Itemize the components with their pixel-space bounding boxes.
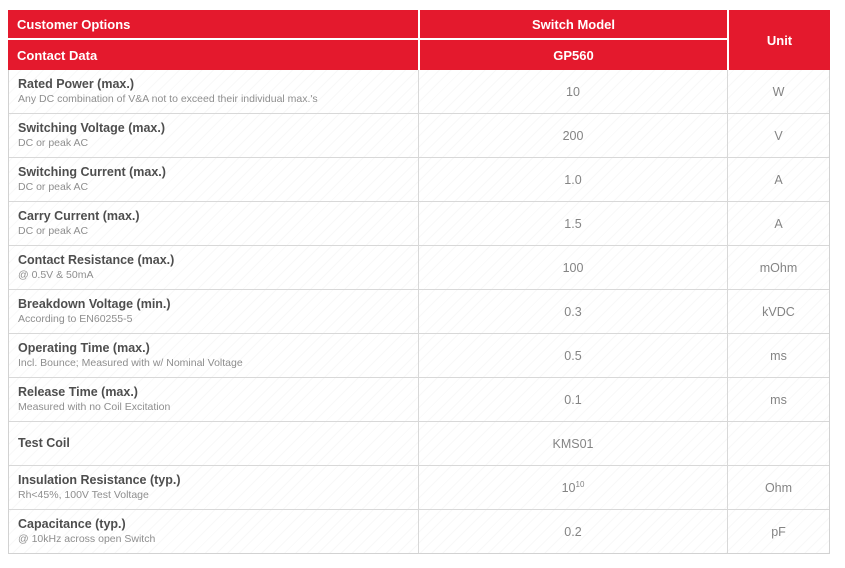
row-sublabel: According to EN60255-5 xyxy=(18,313,133,326)
row-label: Rated Power (max.) xyxy=(18,76,135,91)
row-label: Switching Voltage (max.) xyxy=(18,120,166,135)
value-base: 10 xyxy=(561,481,576,496)
row-sublabel: Measured with no Coil Excitation xyxy=(18,401,171,414)
table-row: Operating Time (max.) Incl. Bounce; Meas… xyxy=(9,333,829,377)
header-customer-options: Customer Options xyxy=(8,10,418,40)
row-label-cell: Test Coil xyxy=(9,422,418,465)
row-value: 0.3 xyxy=(418,290,727,333)
row-label-cell: Capacitance (typ.) @ 10kHz across open S… xyxy=(9,510,418,553)
table-body: Rated Power (max.) Any DC combination of… xyxy=(8,70,830,554)
row-sublabel: @ 0.5V & 50mA xyxy=(18,269,94,282)
table-row: Carry Current (max.) DC or peak AC 1.5 A xyxy=(9,201,829,245)
table-row: Test Coil KMS01 xyxy=(9,421,829,465)
row-value: 0.5 xyxy=(418,334,727,377)
row-label-cell: Operating Time (max.) Incl. Bounce; Meas… xyxy=(9,334,418,377)
row-unit: ms xyxy=(727,334,829,377)
row-label: Breakdown Voltage (min.) xyxy=(18,296,171,311)
row-label-cell: Contact Resistance (max.) @ 0.5V & 50mA xyxy=(9,246,418,289)
row-sublabel: DC or peak AC xyxy=(18,225,89,238)
header-contact-data: Contact Data xyxy=(17,47,98,63)
row-unit: mOhm xyxy=(727,246,829,289)
row-unit xyxy=(727,422,829,465)
row-value: 10 xyxy=(418,70,727,113)
table-row: Insulation Resistance (typ.) Rh<45%, 100… xyxy=(9,465,829,509)
row-value: 200 xyxy=(418,114,727,157)
row-value: 100 xyxy=(418,246,727,289)
row-value: 0.2 xyxy=(418,510,727,553)
table-row: Switching Current (max.) DC or peak AC 1… xyxy=(9,157,829,201)
row-value: KMS01 xyxy=(418,422,727,465)
header-switch-model: Switch Model xyxy=(418,10,727,40)
row-unit: W xyxy=(727,70,829,113)
table-row: Breakdown Voltage (min.) According to EN… xyxy=(9,289,829,333)
row-label: Carry Current (max.) xyxy=(18,208,140,223)
row-label-cell: Switching Current (max.) DC or peak AC xyxy=(9,158,418,201)
row-label: Test Coil xyxy=(18,435,70,450)
row-sublabel: Rh<45%, 100V Test Voltage xyxy=(18,489,149,502)
row-label-cell: Insulation Resistance (typ.) Rh<45%, 100… xyxy=(9,466,418,509)
row-label: Insulation Resistance (typ.) xyxy=(18,472,181,487)
row-label: Switching Current (max.) xyxy=(18,164,166,179)
spec-table: Customer Options Switch Model Unit Conta… xyxy=(8,10,830,554)
value-with-exponent: 1010 xyxy=(562,480,585,495)
row-sublabel: DC or peak AC xyxy=(18,137,89,150)
row-label: Contact Resistance (max.) xyxy=(18,252,175,267)
header-model-value: GP560 xyxy=(418,40,727,70)
row-sublabel: @ 10kHz across open Switch xyxy=(18,533,156,546)
row-value: 1.5 xyxy=(418,202,727,245)
row-sublabel: DC or peak AC xyxy=(18,181,89,194)
row-value: 1.0 xyxy=(418,158,727,201)
row-label-cell: Carry Current (max.) DC or peak AC xyxy=(9,202,418,245)
table-row: Release Time (max.) Measured with no Coi… xyxy=(9,377,829,421)
table-row: Switching Voltage (max.) DC or peak AC 2… xyxy=(9,113,829,157)
table-row: Rated Power (max.) Any DC combination of… xyxy=(9,70,829,113)
row-label-cell: Rated Power (max.) Any DC combination of… xyxy=(9,70,418,113)
row-value: 1010 xyxy=(418,466,727,509)
row-label: Operating Time (max.) xyxy=(18,340,150,355)
row-sublabel: Incl. Bounce; Measured with w/ Nominal V… xyxy=(18,357,243,370)
row-label: Release Time (max.) xyxy=(18,384,138,399)
row-unit: ms xyxy=(727,378,829,421)
row-label: Capacitance (typ.) xyxy=(18,516,126,531)
row-unit: kVDC xyxy=(727,290,829,333)
row-unit: A xyxy=(727,158,829,201)
row-value: 0.1 xyxy=(418,378,727,421)
row-label-cell: Breakdown Voltage (min.) According to EN… xyxy=(9,290,418,333)
header-unit: Unit xyxy=(727,10,830,70)
row-label-cell: Switching Voltage (max.) DC or peak AC xyxy=(9,114,418,157)
table-row: Contact Resistance (max.) @ 0.5V & 50mA … xyxy=(9,245,829,289)
table-header: Customer Options Switch Model Unit Conta… xyxy=(8,10,830,70)
row-sublabel: Any DC combination of V&A not to exceed … xyxy=(18,93,318,106)
table-row: Capacitance (typ.) @ 10kHz across open S… xyxy=(9,509,829,553)
row-unit: V xyxy=(727,114,829,157)
value-exponent: 10 xyxy=(575,479,585,489)
row-unit: Ohm xyxy=(727,466,829,509)
row-unit: pF xyxy=(727,510,829,553)
row-label-cell: Release Time (max.) Measured with no Coi… xyxy=(9,378,418,421)
row-unit: A xyxy=(727,202,829,245)
